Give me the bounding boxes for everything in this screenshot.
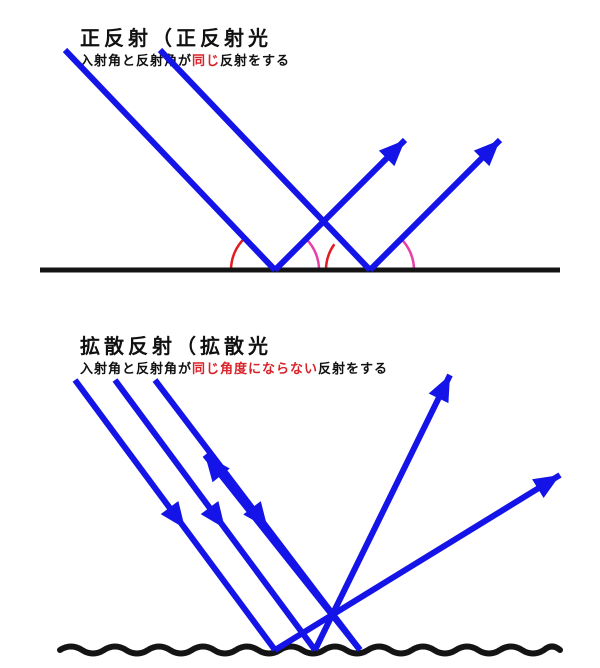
diffuse-diagram (0, 360, 600, 668)
specular-diagram (0, 30, 600, 290)
diffuse-title: 拡散反射（拡散光 (80, 330, 272, 359)
diagram-stage: 正反射（正反射光 入射角と反射角が同じ反射をする 拡散反射（拡散光 入射角と反射… (0, 0, 600, 668)
